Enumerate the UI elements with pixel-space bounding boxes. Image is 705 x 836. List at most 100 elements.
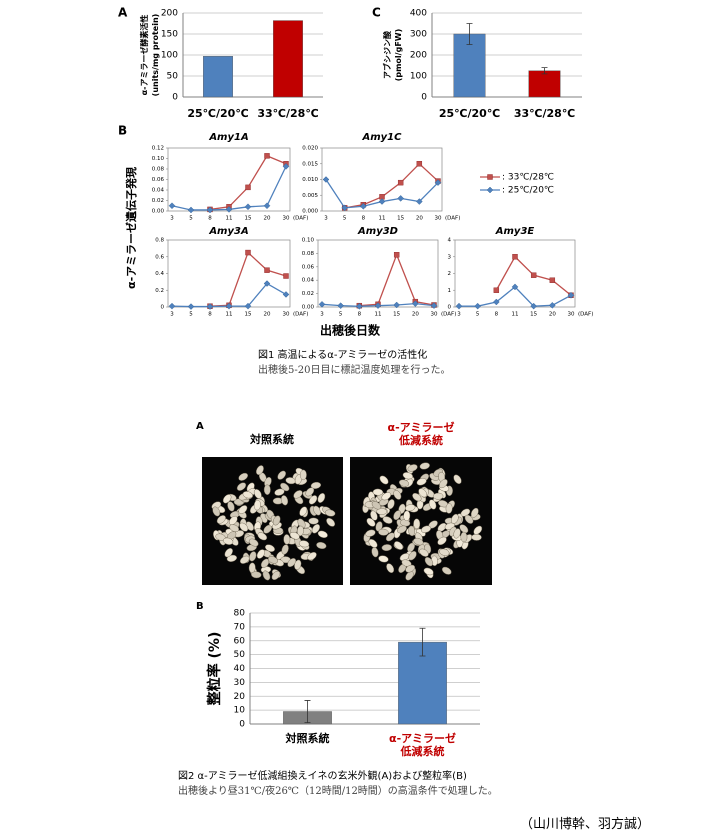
grain (216, 515, 226, 524)
x-tick-label: 30 (283, 216, 290, 222)
grain (262, 570, 271, 581)
marker (487, 174, 493, 180)
x-unit: (DAF) (441, 312, 456, 318)
y-tick-label: 300 (410, 30, 427, 40)
marker (244, 203, 252, 211)
y-tick-label: 0.000 (302, 209, 318, 215)
grain (256, 465, 264, 475)
grain (281, 544, 289, 555)
grain (305, 487, 315, 497)
y-tick-label: 200 (161, 9, 178, 19)
grain (451, 513, 459, 524)
x-tick-label: 25℃/20℃ (438, 107, 501, 120)
x-tick-label: 20 (264, 312, 271, 318)
x-unit: (DAF) (293, 216, 308, 222)
marker (282, 163, 290, 170)
panel-label: A (118, 6, 128, 20)
marker (374, 302, 382, 309)
plot-frame (167, 239, 291, 308)
grain (453, 474, 462, 485)
grain (365, 529, 376, 537)
marker (397, 179, 404, 186)
marker (455, 302, 463, 310)
grain (470, 507, 479, 518)
grain (272, 515, 281, 526)
y-tick-label: 0.005 (302, 193, 318, 199)
grain (428, 499, 437, 510)
grain (242, 491, 253, 499)
error-bar (466, 23, 473, 45)
marker (244, 302, 252, 310)
y-tick-label: 0.4 (155, 271, 164, 277)
bar (203, 56, 233, 98)
y-tick-label: 0.08 (302, 251, 315, 257)
grain (223, 537, 234, 545)
grain (293, 490, 303, 499)
x-tick-label: 8 (208, 312, 212, 318)
y-tick-label: 10 (234, 706, 246, 716)
y-tick-label: 0 (421, 93, 427, 103)
grain (370, 510, 378, 521)
grain (280, 495, 289, 506)
x-tick-label: 3 (320, 312, 324, 318)
caption-title: 図2 α-アミラーゼ低減組換えイネの玄米外観(A)および整粒率(B) (178, 771, 467, 782)
marker (567, 291, 575, 299)
grain (257, 532, 268, 541)
grain (445, 503, 453, 514)
y-tick-label: 0.02 (302, 291, 314, 297)
grain (253, 499, 261, 511)
grain (413, 537, 424, 546)
grain (238, 472, 249, 481)
marker (245, 184, 251, 191)
photo-label: 対照系統 (250, 433, 294, 446)
y-tick-label: 0.6 (155, 254, 164, 260)
marker (168, 302, 176, 310)
grain (325, 509, 336, 517)
grain (317, 530, 328, 538)
marker (493, 287, 500, 293)
y-tick-label: 60 (234, 636, 246, 646)
y-tick-label: 0.06 (152, 177, 165, 183)
x-tick-label: 8 (358, 312, 362, 318)
y-tick-label: 100 (410, 72, 427, 82)
grain (236, 482, 247, 491)
marker (322, 176, 330, 183)
grain (382, 516, 393, 524)
marker (378, 198, 386, 205)
y-tick-label: 20 (234, 692, 246, 702)
marker (168, 202, 176, 210)
marker (493, 298, 500, 306)
grain (224, 548, 233, 558)
y-axis-label: アブシジン酸 (382, 30, 392, 79)
y-tick-label: 0.10 (302, 238, 315, 244)
x-tick-label: 11 (375, 312, 382, 318)
photo-label: α-アミラーゼ 低減系統 (387, 421, 455, 447)
y-tick-label: 0 (161, 305, 165, 311)
marker (397, 195, 404, 202)
grain (381, 492, 392, 501)
grain (437, 536, 447, 546)
marker (486, 186, 494, 194)
x-axis-label: 出穂後日数 (320, 323, 381, 338)
y-tick-label: 3 (448, 254, 452, 260)
x-tick-label: 11 (226, 216, 233, 222)
x-unit: (DAF) (293, 312, 308, 318)
grain (393, 490, 402, 500)
y-tick-label: 4 (448, 238, 452, 244)
grain (238, 505, 248, 514)
grain (402, 472, 413, 480)
x-tick-label: 30 (435, 216, 442, 222)
grain (277, 470, 286, 480)
panel-label: A (196, 421, 204, 432)
grain (239, 555, 250, 564)
grain (423, 567, 434, 576)
y-axis-label: (pmol/gFW) (394, 29, 403, 82)
y-tick-label: 100 (161, 51, 178, 61)
grain (408, 525, 416, 537)
grain (229, 515, 238, 526)
x-tick-label: 対照系統 (285, 732, 330, 745)
grain (239, 522, 249, 532)
grain (419, 462, 430, 470)
grain (283, 534, 291, 545)
y-tick-label: 1 (448, 288, 452, 294)
